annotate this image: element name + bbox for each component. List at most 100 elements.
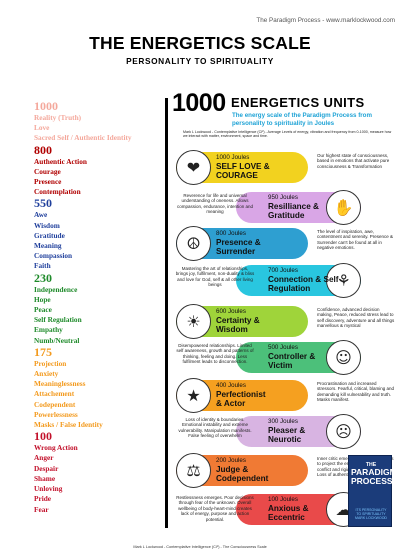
pill-label: 500 Joules Controller & Victim (268, 344, 315, 370)
level-item: Masks / False Identity (34, 420, 103, 430)
pill-label: 800 Joules Presence & Surrender (216, 230, 261, 256)
level-number: 550 (34, 196, 52, 211)
pill-name-line2: Wisdom (216, 324, 248, 334)
pill-description: Procrastination and increased stressors.… (317, 381, 395, 403)
level-item: Reality (Truth) (34, 113, 82, 122)
timeline-line (165, 98, 168, 528)
pill-name-line2: Regulation (268, 283, 311, 293)
pill-joules: 1000 Joules (216, 154, 250, 161)
levels-list: 1000 Reality (Truth) Love Sacred Self / Aut… (34, 100, 184, 515)
level-pill: ⚖ 200 Joules Judge & Codependent (176, 453, 308, 488)
level-number: 1000 (34, 99, 58, 113)
level-number: 800 (34, 142, 52, 157)
level-item: Meaning (34, 241, 62, 251)
level-item: Contemplation (34, 187, 81, 197)
level-group: 230 Independence Hope Peace Self Regulation E… (34, 271, 184, 346)
level-item: Compassion (34, 251, 73, 261)
pill-label: 600 Joules Certainty & Wisdom (216, 308, 260, 334)
units-credit: Mark L Lockwood - Contemplative Intellig… (183, 130, 392, 139)
level-item: Codependent (34, 399, 76, 409)
level-item: Despair (34, 463, 59, 473)
pill-name-line2: Codependent (216, 473, 269, 483)
level-pill: ☁ 100 Joules Anxious & Eccentric (236, 492, 361, 527)
level-item: Anxiety (34, 369, 59, 379)
pill-name-line2: & Actor (216, 398, 246, 408)
units-word: ENERGETICS UNITS (231, 95, 365, 110)
pill-label: 400 Joules Perfectionist & Actor (216, 382, 266, 408)
peace-icon: ☮ (176, 226, 211, 261)
pill-label: 950 Joules Resilliance & Gratitude (268, 194, 319, 220)
pill-name-line1: Certainty & (216, 315, 260, 325)
level-item: Attachement (34, 389, 75, 399)
level-item: Peace (34, 305, 52, 315)
level-item: Unloving (34, 484, 63, 494)
pill-label: 100 Joules Anxious & Eccentric (268, 496, 309, 522)
level-group: 550 Awe Wisdom Gratitude Meaning Compassion Fa… (34, 197, 184, 271)
pill-joules: 100 Joules (268, 496, 298, 503)
level-item: Self Regulation (34, 315, 82, 325)
pill-joules: 950 Joules (268, 194, 298, 201)
page-subtitle: PERSONALITY TO SPIRITUALITY (126, 56, 274, 66)
level-item: Numb/Neutral (34, 335, 80, 345)
book-line4: ITS PERSONALITY (355, 508, 387, 512)
level-pill: ⚘ 700 Joules Connection & Self Regulation (236, 263, 361, 298)
pill-name-line2: COURAGE (216, 170, 258, 180)
level-pill: ☺ 500 Joules Controller & Victim (236, 340, 361, 375)
level-pill: ☹ 300 Joules Pleaser & Neurotic (236, 414, 361, 449)
pill-description: Restlessness emerges. Poor decisions thr… (176, 495, 254, 522)
units-tagline: The energy scale of the Paradigm Process… (232, 112, 372, 127)
pill-joules: 300 Joules (268, 418, 298, 425)
pill-joules: 200 Joules (216, 457, 246, 464)
level-item: Presence (34, 177, 62, 187)
level-item: Wrong Action (34, 443, 78, 453)
level-item: Pride (34, 494, 52, 504)
pill-name-line1: SELF LOVE & (216, 161, 270, 171)
pill-name-line1: Judge & (216, 464, 249, 474)
book-line1: THE (365, 462, 377, 468)
lotus-icon: ⚘ (326, 263, 361, 298)
level-pill: ☀ 600 Joules Certainty & Wisdom (176, 304, 308, 339)
level-group: 100 Wrong Action Anger Despair Shame Unloving… (34, 430, 184, 514)
level-group: 800 Authentic Action Courage Presence Contem… (34, 142, 184, 198)
pill-description: Confidence, advanced decision making, Pe… (317, 307, 395, 329)
book-line3: PROCESS (351, 476, 393, 487)
pill-joules: 800 Joules (216, 230, 246, 237)
pill-description: Mastering the art of relationships, brin… (175, 266, 255, 288)
page-title: THE ENERGETICS SCALE (89, 33, 311, 53)
pill-joules: 500 Joules (268, 344, 298, 351)
pill-label: 200 Joules Judge & Codependent (216, 457, 268, 483)
pill-label: 1000 Joules SELF LOVE & COURAGE (216, 154, 270, 180)
pill-description: Disempowered relationships. Limited self… (176, 343, 254, 365)
level-group: 1000 Reality (Truth) Love Sacred Self / Aut… (34, 100, 184, 144)
level-item: Anger (34, 453, 54, 463)
gavel-icon: ⚖ (176, 453, 211, 488)
pill-name-line1: Controller & (268, 351, 316, 361)
pill-description: Our highest state of consciousness, base… (317, 153, 390, 169)
level-item: Sacred Self / Authentic Identity (34, 133, 132, 143)
hands-icon: ✋ (326, 190, 361, 225)
level-item: Hope (34, 294, 51, 304)
level-number: 100 (34, 429, 52, 444)
pill-description: Loss of identity & boundaries. Emotional… (178, 417, 252, 439)
pill-name-line1: Pleaser & (268, 425, 306, 435)
mask-icon: ☺ (326, 340, 361, 375)
pill-joules: 700 Joules (268, 267, 298, 274)
level-item: Empathy (34, 325, 63, 335)
level-item: Independence (34, 284, 78, 294)
units-number: 1000 (172, 89, 226, 117)
pill-name-line1: Anxious & (268, 503, 309, 513)
site-url: The Paradigm Process - www.marklockwood.… (256, 17, 395, 24)
level-pill: ❤ 1000 Joules SELF LOVE & COURAGE (176, 150, 308, 185)
book-cover: THE PARADIGM PROCESS ITS PERSONALITY TO … (348, 455, 397, 527)
pill-name-line1: Connection & Self (268, 274, 339, 284)
level-pill: ✋ 950 Joules Resilliance & Gratitude (236, 190, 361, 225)
footer-credit: Mark L Lockwood - Contemplative Intellig… (133, 545, 267, 549)
level-item: Authentic Action (34, 156, 87, 166)
level-item: Projection (34, 358, 67, 368)
level-group: 175 Projection Anxiety Meaninglessness Attac… (34, 345, 184, 430)
book-line5: TO SPIRITUALITY (356, 512, 386, 516)
book-line2: PARADIGM (351, 467, 397, 478)
pill-name-line2: Gratitude (268, 210, 305, 220)
pill-joules: 600 Joules (216, 308, 246, 315)
book-author: MARK LOCKWOOD (355, 516, 387, 520)
